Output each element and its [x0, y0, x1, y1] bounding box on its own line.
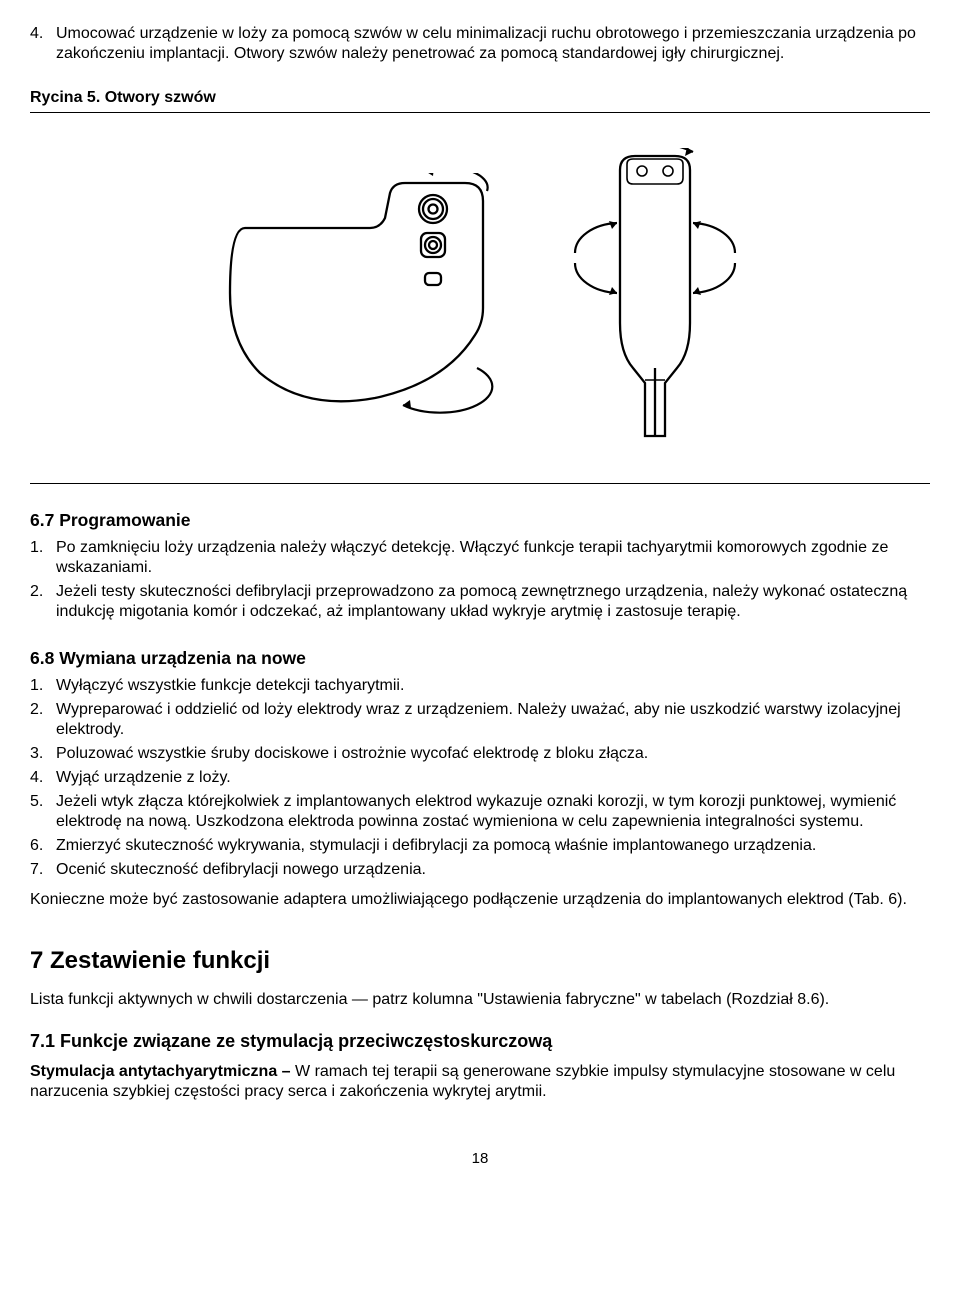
device-b-diagram [565, 148, 745, 448]
list-number: 2. [30, 700, 56, 740]
list-text: Umocować urządzenie w loży za pomocą szw… [56, 24, 930, 64]
sec68-trailer: Konieczne może być zastosowanie adaptera… [30, 890, 930, 910]
page-number: 18 [30, 1150, 930, 1169]
heading-chap-7: 7 Zestawienie funkcji [30, 946, 930, 976]
figure-label: Rycina 5. Otwory szwów [30, 88, 930, 108]
list-number: 4. [30, 24, 56, 64]
figure-area [30, 113, 930, 483]
list-item: 1.Po zamknięciu loży urządzenia należy w… [30, 538, 930, 578]
list-number: 4. [30, 768, 56, 788]
list-item: 4.Wyjąć urządzenie z loży. [30, 768, 930, 788]
list-item: 5.Jeżeli wtyk złącza którejkolwiek z imp… [30, 792, 930, 832]
list-text: Ocenić skuteczność defibrylacji nowego u… [56, 860, 930, 880]
list-item: 6.Zmierzyć skuteczność wykrywania, stymu… [30, 836, 930, 856]
list-number: 1. [30, 538, 56, 578]
list-number: 3. [30, 744, 56, 764]
list-text: Wyłączyć wszystkie funkcje detekcji tach… [56, 676, 930, 696]
list-item: 7.Ocenić skuteczność defibrylacji nowego… [30, 860, 930, 880]
list-item-4: 4. Umocować urządzenie w loży za pomocą … [30, 24, 930, 64]
list-item: 1.Wyłączyć wszystkie funkcje detekcji ta… [30, 676, 930, 696]
list-number: 2. [30, 582, 56, 622]
heading-6-7: 6.7 Programowanie [30, 510, 930, 532]
figure-bottom-rule [30, 483, 930, 484]
chap7-para: Stymulacja antytachyarytmiczna – W ramac… [30, 1062, 930, 1102]
list-item: 3.Poluzować wszystkie śruby dociskowe i … [30, 744, 930, 764]
list-number: 6. [30, 836, 56, 856]
list-item: 2.Jeżeli testy skuteczności defibrylacji… [30, 582, 930, 622]
list-text: Wypreparować i oddzielić od loży elektro… [56, 700, 930, 740]
list-item: 2.Wypreparować i oddzielić od loży elekt… [30, 700, 930, 740]
chap7-intro: Lista funkcji aktywnych w chwili dostarc… [30, 990, 930, 1010]
chap7-para-lead: Stymulacja antytachyarytmiczna – [30, 1063, 295, 1080]
list-number: 5. [30, 792, 56, 832]
list-text: Poluzować wszystkie śruby dociskowe i os… [56, 744, 930, 764]
list-text: Zmierzyć skuteczność wykrywania, stymula… [56, 836, 930, 856]
heading-6-8: 6.8 Wymiana urządzenia na nowe [30, 648, 930, 670]
list-text: Po zamknięciu loży urządzenia należy włą… [56, 538, 930, 578]
list-text: Jeżeli testy skuteczności defibrylacji p… [56, 582, 930, 622]
list-number: 1. [30, 676, 56, 696]
heading-7-1: 7.1 Funkcje związane ze stymulacją przec… [30, 1030, 930, 1053]
list-text: Jeżeli wtyk złącza którejkolwiek z impla… [56, 792, 930, 832]
list-number: 7. [30, 860, 56, 880]
device-a-diagram [215, 173, 505, 423]
list-text: Wyjąć urządzenie z loży. [56, 768, 930, 788]
